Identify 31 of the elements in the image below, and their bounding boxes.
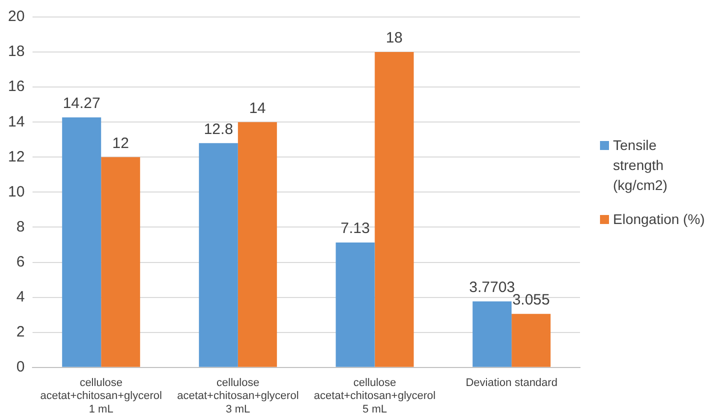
- bar: [374, 52, 414, 367]
- y-tick-label: 4: [16, 288, 25, 306]
- legend-label: Elongation (%): [613, 210, 705, 229]
- bar: [101, 157, 140, 367]
- legend-label: Tensile strength (kg/cm2): [613, 136, 668, 195]
- bar: [198, 143, 238, 367]
- data-label: 12.8: [204, 120, 234, 138]
- y-tick-label: 6: [16, 253, 25, 270]
- y-tick-label: 8: [16, 218, 25, 236]
- data-label: 7.13: [340, 220, 370, 238]
- y-tick-label: 20: [8, 8, 25, 26]
- x-tick-label: cellulose acetat+chitosan+glycerol 5 mL: [314, 377, 436, 416]
- y-tick-label: 16: [8, 78, 25, 96]
- x-tick-label: Deviation standard: [466, 377, 558, 390]
- y-tick-label: 0: [16, 358, 25, 376]
- data-label: 14.27: [62, 95, 100, 112]
- y-tick-label: 18: [8, 43, 25, 60]
- x-tick-label: cellulose acetat+chitosan+glycerol 3 mL: [177, 377, 299, 416]
- bar: [336, 242, 375, 367]
- data-label: 18: [386, 30, 403, 47]
- data-label: 12: [112, 134, 129, 152]
- bar: [238, 122, 277, 367]
- data-label: 14: [249, 100, 266, 117]
- y-tick-label: 10: [8, 183, 25, 200]
- x-tick-label: cellulose acetat+chitosan+glycerol 1 mL: [40, 377, 162, 416]
- y-tick-label: 2: [16, 324, 25, 340]
- bar: [62, 117, 102, 367]
- bar: [472, 301, 512, 367]
- bar: [512, 314, 551, 367]
- y-tick-label: 12: [8, 148, 25, 166]
- y-tick-label: 14: [8, 113, 25, 130]
